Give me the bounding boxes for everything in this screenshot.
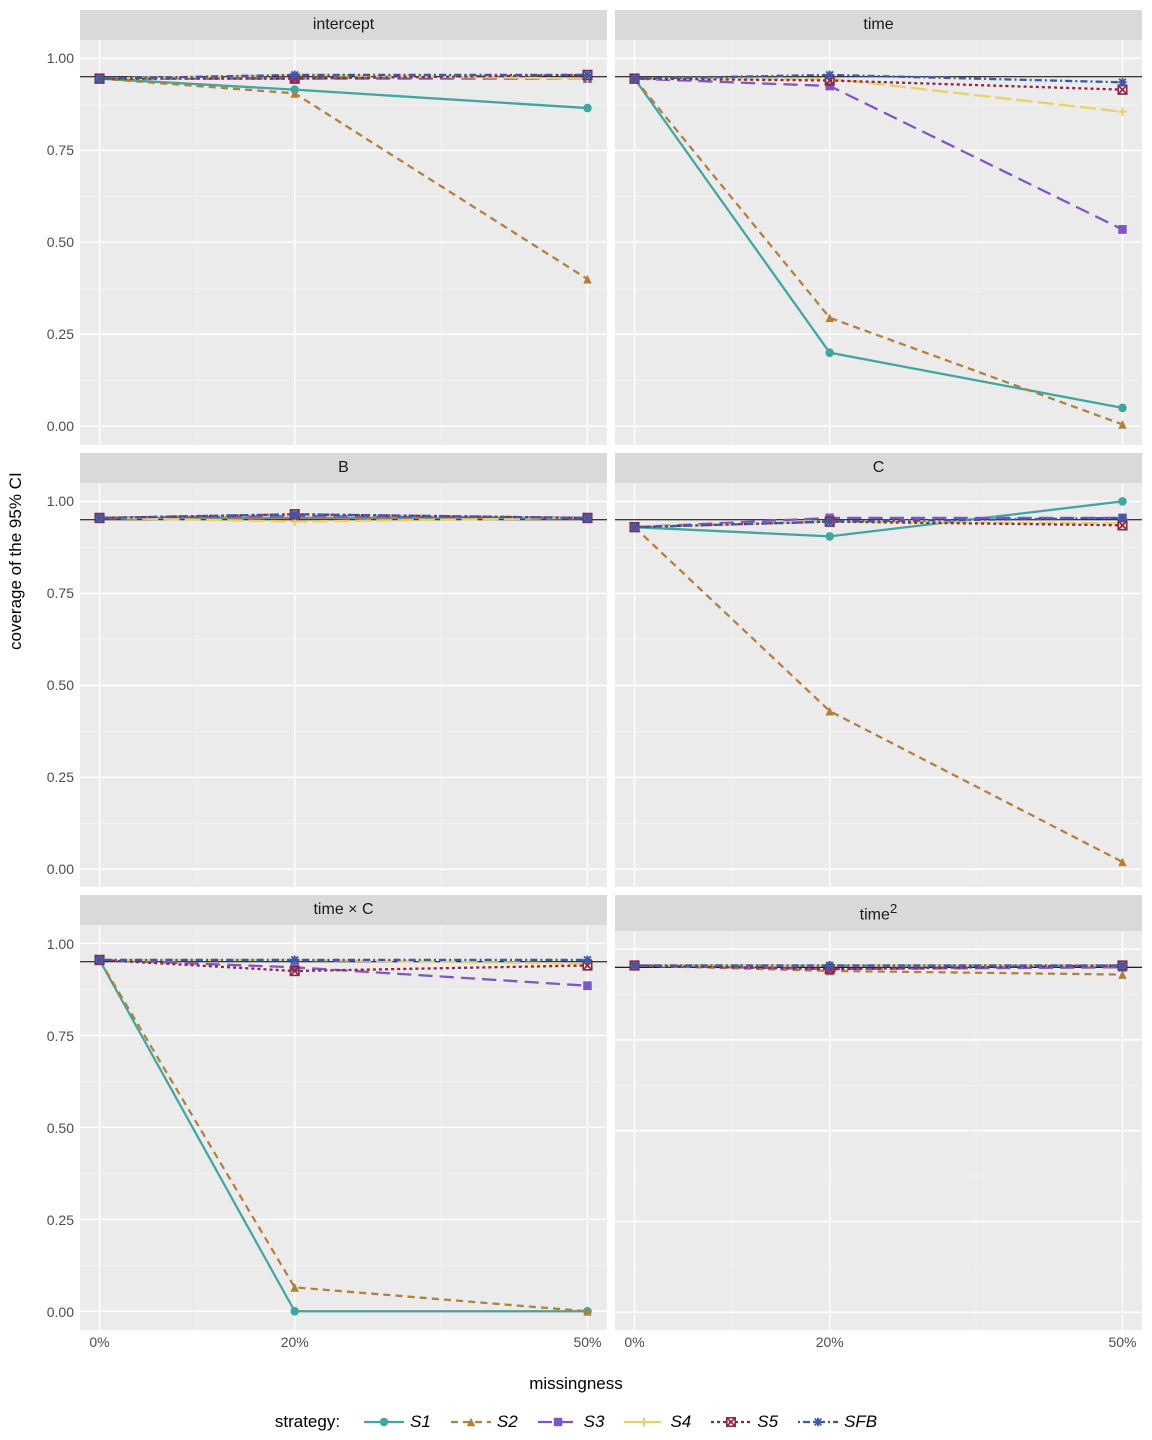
y-tick-label: 0.00	[47, 1304, 80, 1320]
legend-item: S2	[449, 1412, 518, 1432]
plot-area	[615, 40, 1142, 445]
y-tick-label: 1.00	[47, 936, 80, 952]
legend-label: S3	[584, 1412, 605, 1432]
y-tick-label: 1.00	[47, 493, 80, 509]
panel: intercept0.000.250.500.751.00	[80, 10, 607, 445]
panel-title: intercept	[80, 10, 607, 40]
y-tick-label: 0.25	[47, 769, 80, 785]
x-tick-label: 50%	[1108, 1330, 1136, 1350]
legend-item: S4	[622, 1412, 691, 1432]
panel: time	[615, 10, 1142, 445]
panel-title: time × C	[80, 895, 607, 925]
x-tick-label: 0%	[89, 1330, 109, 1350]
figure: coverage of the 95% CI intercept0.000.25…	[0, 0, 1152, 1440]
plot-area: 0%20%50%	[615, 931, 1142, 1330]
y-tick-label: 0.75	[47, 1028, 80, 1044]
y-tick-label: 0.75	[47, 142, 80, 158]
legend-title: strategy:	[275, 1412, 340, 1432]
plot-area: 0.000.250.500.751.000%20%50%	[80, 925, 607, 1330]
y-tick-label: 0.00	[47, 861, 80, 877]
plot-area: 0.000.250.500.751.00	[80, 40, 607, 445]
y-tick-label: 0.75	[47, 585, 80, 601]
panel-grid: intercept0.000.250.500.751.00timeB0.000.…	[80, 10, 1142, 1330]
x-tick-label: 0%	[624, 1330, 644, 1350]
panel: C	[615, 453, 1142, 888]
panel-title: time	[615, 10, 1142, 40]
x-axis-title: missingness	[0, 1374, 1152, 1394]
panel: time20%20%50%	[615, 895, 1142, 1330]
x-tick-label: 20%	[816, 1330, 844, 1350]
legend-label: SFB	[844, 1412, 877, 1432]
panel: time × C0.000.250.500.751.000%20%50%	[80, 895, 607, 1330]
plot-area	[615, 483, 1142, 888]
y-tick-label: 0.50	[47, 677, 80, 693]
y-tick-label: 0.00	[47, 418, 80, 434]
panel-title: B	[80, 453, 607, 483]
plot-area: 0.000.250.500.751.00	[80, 483, 607, 888]
legend-item: S1	[362, 1412, 431, 1432]
y-tick-label: 0.25	[47, 1212, 80, 1228]
panel: B0.000.250.500.751.00	[80, 453, 607, 888]
y-tick-label: 0.50	[47, 1120, 80, 1136]
panel-title: time2	[615, 895, 1142, 930]
y-axis-title: coverage of the 95% CI	[6, 472, 26, 650]
legend-item: SFB	[796, 1412, 877, 1432]
panel-title: C	[615, 453, 1142, 483]
legend-label: S1	[410, 1412, 431, 1432]
legend-item: S3	[536, 1412, 605, 1432]
legend-label: S5	[757, 1412, 778, 1432]
legend: strategy: S1 S2 S3 S4 S5 SFB	[0, 1412, 1152, 1432]
x-tick-label: 50%	[573, 1330, 601, 1350]
y-tick-label: 0.25	[47, 326, 80, 342]
y-tick-label: 1.00	[47, 50, 80, 66]
legend-item: S5	[709, 1412, 778, 1432]
legend-label: S2	[497, 1412, 518, 1432]
legend-label: S4	[670, 1412, 691, 1432]
x-tick-label: 20%	[281, 1330, 309, 1350]
y-tick-label: 0.50	[47, 234, 80, 250]
